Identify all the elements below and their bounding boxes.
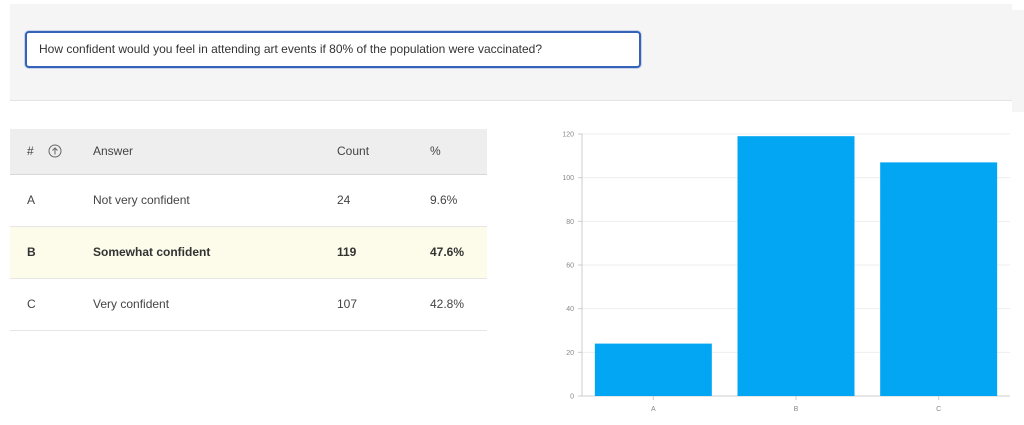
table-row-highlighted: B Somewhat confident 119 47.6% xyxy=(10,227,487,279)
y-tick-label: 80 xyxy=(566,219,574,226)
row-count: 107 xyxy=(337,297,358,311)
sort-up-icon[interactable] xyxy=(48,144,62,158)
y-tick-label: 20 xyxy=(566,350,574,357)
row-percent: 47.6% xyxy=(430,245,465,259)
y-tick-label: 100 xyxy=(562,175,574,182)
row-count: 24 xyxy=(337,193,351,207)
row-answer: Very confident xyxy=(93,297,170,311)
y-tick-label: 40 xyxy=(566,306,574,313)
table-row: A Not very confident 24 9.6% xyxy=(10,175,487,227)
header-number: # xyxy=(27,144,34,158)
x-tick-label: C xyxy=(936,406,941,413)
row-answer: Not very confident xyxy=(93,193,190,207)
y-tick-label: 0 xyxy=(570,394,574,401)
bar-b[interactable] xyxy=(737,136,855,396)
row-percent: 9.6% xyxy=(430,193,458,207)
y-tick-label: 60 xyxy=(566,263,574,270)
row-id: C xyxy=(27,297,36,311)
table-header: # Answer Count % xyxy=(10,129,487,175)
bar-chart-svg: 0 20 40 60 80 100 120 A B C xyxy=(562,132,1010,413)
row-id: B xyxy=(27,245,36,259)
question-input[interactable]: How confident would you feel in attendin… xyxy=(25,31,641,68)
header-percent[interactable]: % xyxy=(430,144,441,158)
x-tick-label: A xyxy=(651,406,656,413)
row-count: 119 xyxy=(337,245,357,259)
row-answer: Somewhat confident xyxy=(93,245,211,259)
row-id: A xyxy=(27,193,36,207)
x-tick-label: B xyxy=(794,406,799,413)
y-tick-label: 120 xyxy=(562,132,574,139)
bar-c[interactable] xyxy=(880,162,998,396)
question-panel-edge xyxy=(1012,10,1024,112)
row-percent: 42.8% xyxy=(430,297,465,311)
bar-a[interactable] xyxy=(594,343,712,396)
header-count[interactable]: Count xyxy=(337,144,370,158)
results-table: # Answer Count % A Not very confident 24… xyxy=(10,129,487,331)
table-row: C Very confident 107 42.8% xyxy=(10,279,487,331)
bar-chart: 0 20 40 60 80 100 120 A B C xyxy=(540,122,1024,422)
header-answer[interactable]: Answer xyxy=(93,144,134,158)
